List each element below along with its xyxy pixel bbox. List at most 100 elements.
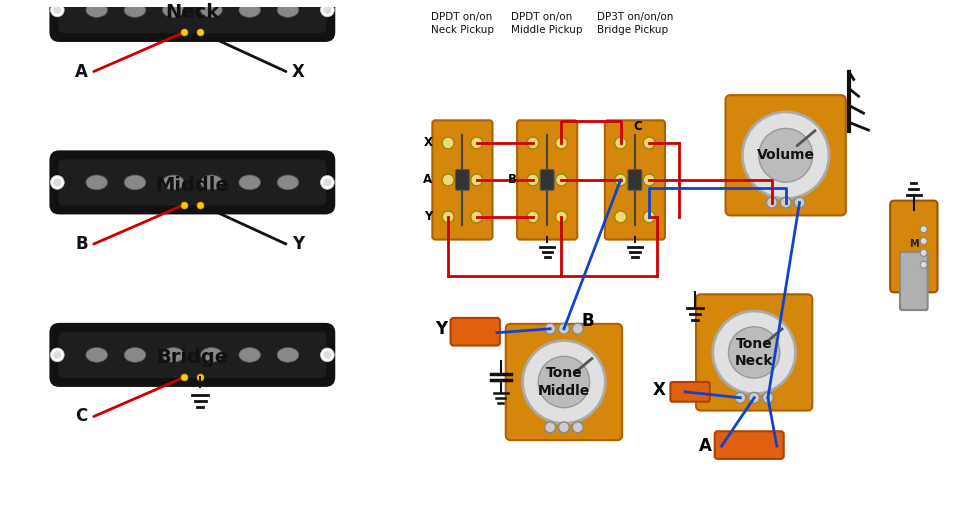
Text: DPDT on/on
Middle Pickup: DPDT on/on Middle Pickup <box>512 12 583 35</box>
FancyBboxPatch shape <box>900 252 928 310</box>
Circle shape <box>643 137 655 149</box>
FancyBboxPatch shape <box>506 324 622 440</box>
FancyBboxPatch shape <box>58 332 326 378</box>
Ellipse shape <box>277 3 299 17</box>
Text: Tone
Neck: Tone Neck <box>735 337 773 368</box>
Circle shape <box>780 197 791 208</box>
Circle shape <box>794 197 805 208</box>
Circle shape <box>920 250 927 256</box>
Text: A: A <box>699 437 711 455</box>
Text: B: B <box>75 235 88 253</box>
Circle shape <box>50 3 65 17</box>
Text: A: A <box>75 62 88 80</box>
Circle shape <box>53 351 61 359</box>
Ellipse shape <box>277 348 299 362</box>
Text: DP3T on/on/on
Bridge Pickup: DP3T on/on/on Bridge Pickup <box>597 12 673 35</box>
FancyBboxPatch shape <box>432 120 493 240</box>
Text: Volume: Volume <box>757 148 814 162</box>
Text: B: B <box>582 312 594 330</box>
FancyBboxPatch shape <box>49 323 335 387</box>
FancyBboxPatch shape <box>725 95 846 215</box>
Circle shape <box>759 128 812 182</box>
Ellipse shape <box>124 3 146 17</box>
Circle shape <box>572 422 583 433</box>
Ellipse shape <box>201 175 222 190</box>
FancyBboxPatch shape <box>696 294 812 411</box>
Ellipse shape <box>201 348 222 362</box>
Circle shape <box>323 6 331 14</box>
Circle shape <box>470 137 482 149</box>
FancyBboxPatch shape <box>451 318 500 346</box>
Ellipse shape <box>239 348 261 362</box>
FancyBboxPatch shape <box>628 170 642 190</box>
Ellipse shape <box>124 348 146 362</box>
Text: Y: Y <box>435 320 448 338</box>
Circle shape <box>766 197 777 208</box>
Circle shape <box>545 422 556 433</box>
Ellipse shape <box>86 175 108 190</box>
Circle shape <box>470 211 482 223</box>
FancyBboxPatch shape <box>456 170 469 190</box>
FancyBboxPatch shape <box>890 201 938 292</box>
Circle shape <box>762 392 773 403</box>
Ellipse shape <box>124 175 146 190</box>
Circle shape <box>53 179 61 186</box>
Ellipse shape <box>201 3 222 17</box>
Text: M: M <box>909 239 918 249</box>
Circle shape <box>53 6 61 14</box>
Circle shape <box>643 211 655 223</box>
Circle shape <box>522 340 606 424</box>
FancyBboxPatch shape <box>58 0 326 33</box>
Text: B: B <box>508 173 517 186</box>
Circle shape <box>527 137 539 149</box>
Ellipse shape <box>163 175 184 190</box>
Circle shape <box>545 323 556 334</box>
Circle shape <box>323 351 331 359</box>
Circle shape <box>559 422 569 433</box>
Text: C: C <box>633 120 642 133</box>
Circle shape <box>556 211 567 223</box>
Circle shape <box>527 211 539 223</box>
Text: X: X <box>292 62 305 80</box>
Text: Y: Y <box>292 235 304 253</box>
Circle shape <box>614 137 626 149</box>
FancyBboxPatch shape <box>670 382 710 402</box>
Circle shape <box>320 175 334 189</box>
Text: Y: Y <box>424 210 432 223</box>
Ellipse shape <box>86 348 108 362</box>
FancyBboxPatch shape <box>517 120 577 240</box>
Circle shape <box>320 3 334 17</box>
Circle shape <box>643 174 655 186</box>
Ellipse shape <box>163 3 184 17</box>
Circle shape <box>920 238 927 244</box>
Circle shape <box>614 211 626 223</box>
Circle shape <box>527 174 539 186</box>
FancyBboxPatch shape <box>49 151 335 214</box>
Circle shape <box>559 323 569 334</box>
FancyBboxPatch shape <box>605 120 665 240</box>
Circle shape <box>442 137 454 149</box>
Text: Bridge: Bridge <box>156 348 228 367</box>
Text: Tone
Middle: Tone Middle <box>538 366 590 398</box>
Circle shape <box>712 311 796 394</box>
FancyBboxPatch shape <box>49 0 335 42</box>
Text: A: A <box>423 173 432 186</box>
Circle shape <box>556 174 567 186</box>
Text: C: C <box>75 407 88 426</box>
Text: Neck: Neck <box>166 3 220 22</box>
Circle shape <box>572 323 583 334</box>
Circle shape <box>50 348 65 362</box>
FancyBboxPatch shape <box>540 170 554 190</box>
Circle shape <box>442 211 454 223</box>
Text: X: X <box>423 136 432 149</box>
Circle shape <box>920 226 927 233</box>
Ellipse shape <box>86 3 108 17</box>
Ellipse shape <box>239 3 261 17</box>
Circle shape <box>728 327 780 378</box>
Text: X: X <box>653 381 665 399</box>
Ellipse shape <box>239 175 261 190</box>
Circle shape <box>442 174 454 186</box>
Ellipse shape <box>163 348 184 362</box>
FancyBboxPatch shape <box>58 159 326 206</box>
FancyBboxPatch shape <box>714 431 784 459</box>
